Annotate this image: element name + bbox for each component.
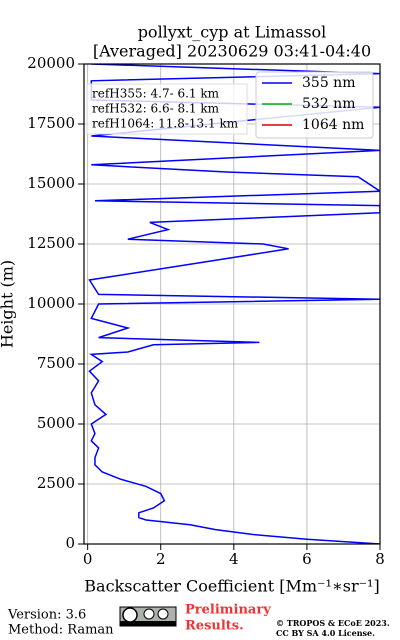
legend-box bbox=[255, 71, 374, 139]
y-tick-label: 7500 bbox=[37, 354, 75, 372]
annotation: refH532: 6.6- 8.1 km bbox=[92, 102, 220, 116]
cc-logo bbox=[119, 606, 177, 627]
y-tick-label: 10000 bbox=[27, 294, 75, 312]
version: Version: 3.6 bbox=[7, 608, 86, 623]
chart-subtitle: [Averaged] 20230629 03:41-04:40 bbox=[93, 42, 371, 61]
annotation: refH355: 4.7- 6.1 km bbox=[92, 87, 220, 101]
copyright: CC BY SA 4.0 License. bbox=[276, 628, 375, 638]
annotation-box bbox=[86, 83, 248, 135]
copyright: © TROPOS & ECoE 2023. bbox=[276, 618, 390, 628]
profile-line bbox=[88, 64, 380, 544]
y-axis-label: Height (m) bbox=[0, 260, 17, 348]
y-tick-label: 17500 bbox=[27, 114, 75, 132]
x-tick-label: 0 bbox=[83, 550, 93, 568]
y-tick-label: 20000 bbox=[27, 54, 75, 72]
x-tick-label: 8 bbox=[375, 550, 385, 568]
y-tick-label: 5000 bbox=[37, 414, 75, 432]
annotation: refH1064: 11.8-13.1 km bbox=[92, 117, 239, 131]
legend-label: 1064 nm bbox=[302, 117, 364, 133]
x-tick-label: 6 bbox=[302, 550, 312, 568]
status: Preliminary bbox=[185, 603, 271, 618]
plot-frame bbox=[83, 63, 381, 545]
legend-label: 355 nm bbox=[302, 75, 355, 91]
y-tick-label: 15000 bbox=[27, 174, 75, 192]
x-tick-label: 4 bbox=[229, 550, 239, 568]
x-tick-label: 2 bbox=[156, 550, 166, 568]
legend-label: 532 nm bbox=[302, 96, 355, 112]
y-tick-label: 2500 bbox=[37, 474, 75, 492]
y-tick-label: 12500 bbox=[27, 234, 75, 252]
method: Method: Raman bbox=[8, 623, 114, 638]
status: Results. bbox=[185, 619, 244, 634]
x-axis-label: Backscatter Coefficient [Mm⁻¹∗sr⁻¹] bbox=[84, 577, 379, 596]
chart-title: pollyxt_cyp at Limassol bbox=[138, 23, 327, 42]
y-tick-label: 0 bbox=[65, 534, 75, 552]
